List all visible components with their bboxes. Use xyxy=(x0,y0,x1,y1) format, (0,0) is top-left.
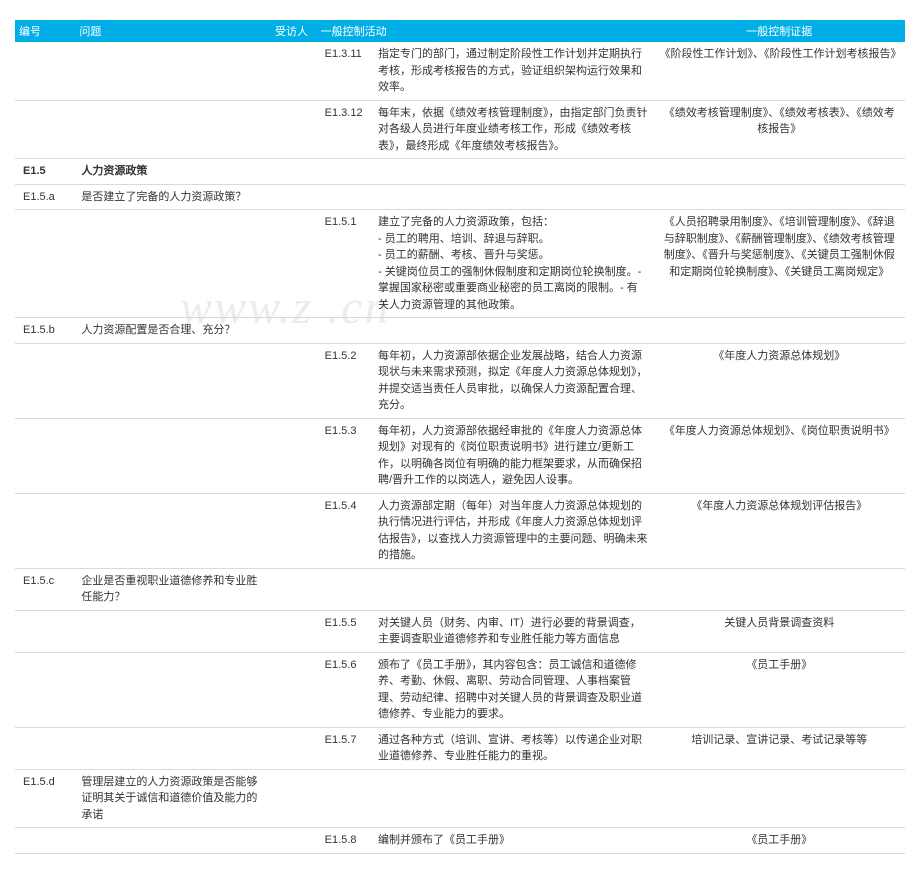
item-code: E1.5.3 xyxy=(317,418,372,493)
table-row: E1.5.b人力资源配置是否合理、充分？ xyxy=(15,318,905,344)
item-activity: 指定专门的部门，通过制定阶段性工作计划并定期执行考核，形成考核报告的方式，验证组… xyxy=(372,42,654,100)
header-row: 编号 问题 受访人 一般控制活动 一般控制证据 xyxy=(15,20,905,42)
question-id: E1.5.d xyxy=(15,769,75,828)
item-code: E1.5.2 xyxy=(317,343,372,418)
question-id: E1.5.a xyxy=(15,184,75,210)
item-activity: 对关键人员（财务、内审、IT）进行必要的背景调查，主要调查职业道德修养和专业胜任… xyxy=(372,610,654,652)
section-title: 人力资源政策 xyxy=(75,159,266,185)
item-activity: 通过各种方式（培训、宣讲、考核等）以传递企业对职业道德修养、专业胜任能力的重视。 xyxy=(372,727,654,769)
th-activity: 一般控制活动 xyxy=(317,20,654,42)
item-code: E1.5.6 xyxy=(317,652,372,727)
item-evidence: 《年度人力资源总体规划》、《岗位职责说明书》 xyxy=(654,418,905,493)
item-code: E1.5.8 xyxy=(317,828,372,854)
table-row: E1.3.12每年末，依据《绩效考核管理制度》，由指定部门负责针对各级人员进行年… xyxy=(15,100,905,159)
question-text: 企业是否重视职业道德修养和专业胜任能力？ xyxy=(75,568,266,610)
item-evidence: 《阶段性工作计划》、《阶段性工作计划考核报告》 xyxy=(654,42,905,100)
item-activity: 每年初，人力资源部依据企业发展战略，结合人力资源现状与未来需求预测，拟定《年度人… xyxy=(372,343,654,418)
item-activity: 编制并颁布了《员工手册》 xyxy=(372,828,654,854)
question-text: 管理层建立的人力资源政策是否能够证明其关于诚信和道德价值及能力的承诺 xyxy=(75,769,266,828)
item-evidence: 《绩效考核管理制度》、《绩效考核表》、《绩效考核报告》 xyxy=(654,100,905,159)
item-evidence: 《员工手册》 xyxy=(654,652,905,727)
item-code: E1.3.11 xyxy=(317,42,372,100)
item-evidence: 《人员招聘录用制度》、《培训管理制度》、《辞退与辞职制度》、《薪酬管理制度》、《… xyxy=(654,210,905,318)
table-row: E1.5.2每年初，人力资源部依据企业发展战略，结合人力资源现状与未来需求预测，… xyxy=(15,343,905,418)
table-body: E1.3.11指定专门的部门，通过制定阶段性工作计划并定期执行考核，形成考核报告… xyxy=(15,42,905,853)
section-id: E1.5 xyxy=(15,159,75,185)
item-activity: 每年末，依据《绩效考核管理制度》，由指定部门负责针对各级人员进行年度业绩考核工作… xyxy=(372,100,654,159)
table-row: E1.5.6颁布了《员工手册》，其内容包含：员工诚信和道德修养、考勤、休假、离职… xyxy=(15,652,905,727)
item-activity: 人力资源部定期（每年）对当年度人力资源总体规划的执行情况进行评估，并形成《年度人… xyxy=(372,493,654,568)
item-activity: 建立了完备的人力资源政策，包括： - 员工的聘用、培训、辞退与辞职。 - 员工的… xyxy=(372,210,654,318)
item-evidence: 培训记录、宣讲记录、考试记录等等 xyxy=(654,727,905,769)
item-evidence: 《年度人力资源总体规划评估报告》 xyxy=(654,493,905,568)
item-code: E1.3.12 xyxy=(317,100,372,159)
item-code: E1.5.4 xyxy=(317,493,372,568)
th-interviewee: 受访人 xyxy=(266,20,316,42)
table-row: E1.5.7通过各种方式（培训、宣讲、考核等）以传递企业对职业道德修养、专业胜任… xyxy=(15,727,905,769)
item-evidence: 关键人员背景调查资料 xyxy=(654,610,905,652)
th-evidence: 一般控制证据 xyxy=(654,20,905,42)
table-row: E1.5人力资源政策 xyxy=(15,159,905,185)
table-row: E1.5.8编制并颁布了《员工手册》《员工手册》 xyxy=(15,828,905,854)
question-id: E1.5.c xyxy=(15,568,75,610)
item-code: E1.5.7 xyxy=(317,727,372,769)
item-code: E1.5.1 xyxy=(317,210,372,318)
question-text: 人力资源配置是否合理、充分？ xyxy=(75,318,266,344)
th-question: 问题 xyxy=(75,20,266,42)
table-row: E1.5.3每年初，人力资源部依据经审批的《年度人力资源总体规划》对现有的《岗位… xyxy=(15,418,905,493)
control-table: 编号 问题 受访人 一般控制活动 一般控制证据 E1.3.11指定专门的部门，通… xyxy=(15,20,905,854)
table-row: E1.5.5对关键人员（财务、内审、IT）进行必要的背景调查，主要调查职业道德修… xyxy=(15,610,905,652)
table-row: E1.5.1建立了完备的人力资源政策，包括： - 员工的聘用、培训、辞退与辞职。… xyxy=(15,210,905,318)
table-row: E1.5.4人力资源部定期（每年）对当年度人力资源总体规划的执行情况进行评估，并… xyxy=(15,493,905,568)
question-id: E1.5.b xyxy=(15,318,75,344)
item-evidence: 《员工手册》 xyxy=(654,828,905,854)
item-activity: 颁布了《员工手册》，其内容包含：员工诚信和道德修养、考勤、休假、离职、劳动合同管… xyxy=(372,652,654,727)
item-evidence: 《年度人力资源总体规划》 xyxy=(654,343,905,418)
table-row: E1.5.d管理层建立的人力资源政策是否能够证明其关于诚信和道德价值及能力的承诺 xyxy=(15,769,905,828)
table-row: E1.5.a是否建立了完备的人力资源政策？ xyxy=(15,184,905,210)
table-row: E1.5.c企业是否重视职业道德修养和专业胜任能力？ xyxy=(15,568,905,610)
th-id: 编号 xyxy=(15,20,75,42)
item-code: E1.5.5 xyxy=(317,610,372,652)
question-text: 是否建立了完备的人力资源政策？ xyxy=(75,184,266,210)
item-activity: 每年初，人力资源部依据经审批的《年度人力资源总体规划》对现有的《岗位职责说明书》… xyxy=(372,418,654,493)
table-row: E1.3.11指定专门的部门，通过制定阶段性工作计划并定期执行考核，形成考核报告… xyxy=(15,42,905,100)
